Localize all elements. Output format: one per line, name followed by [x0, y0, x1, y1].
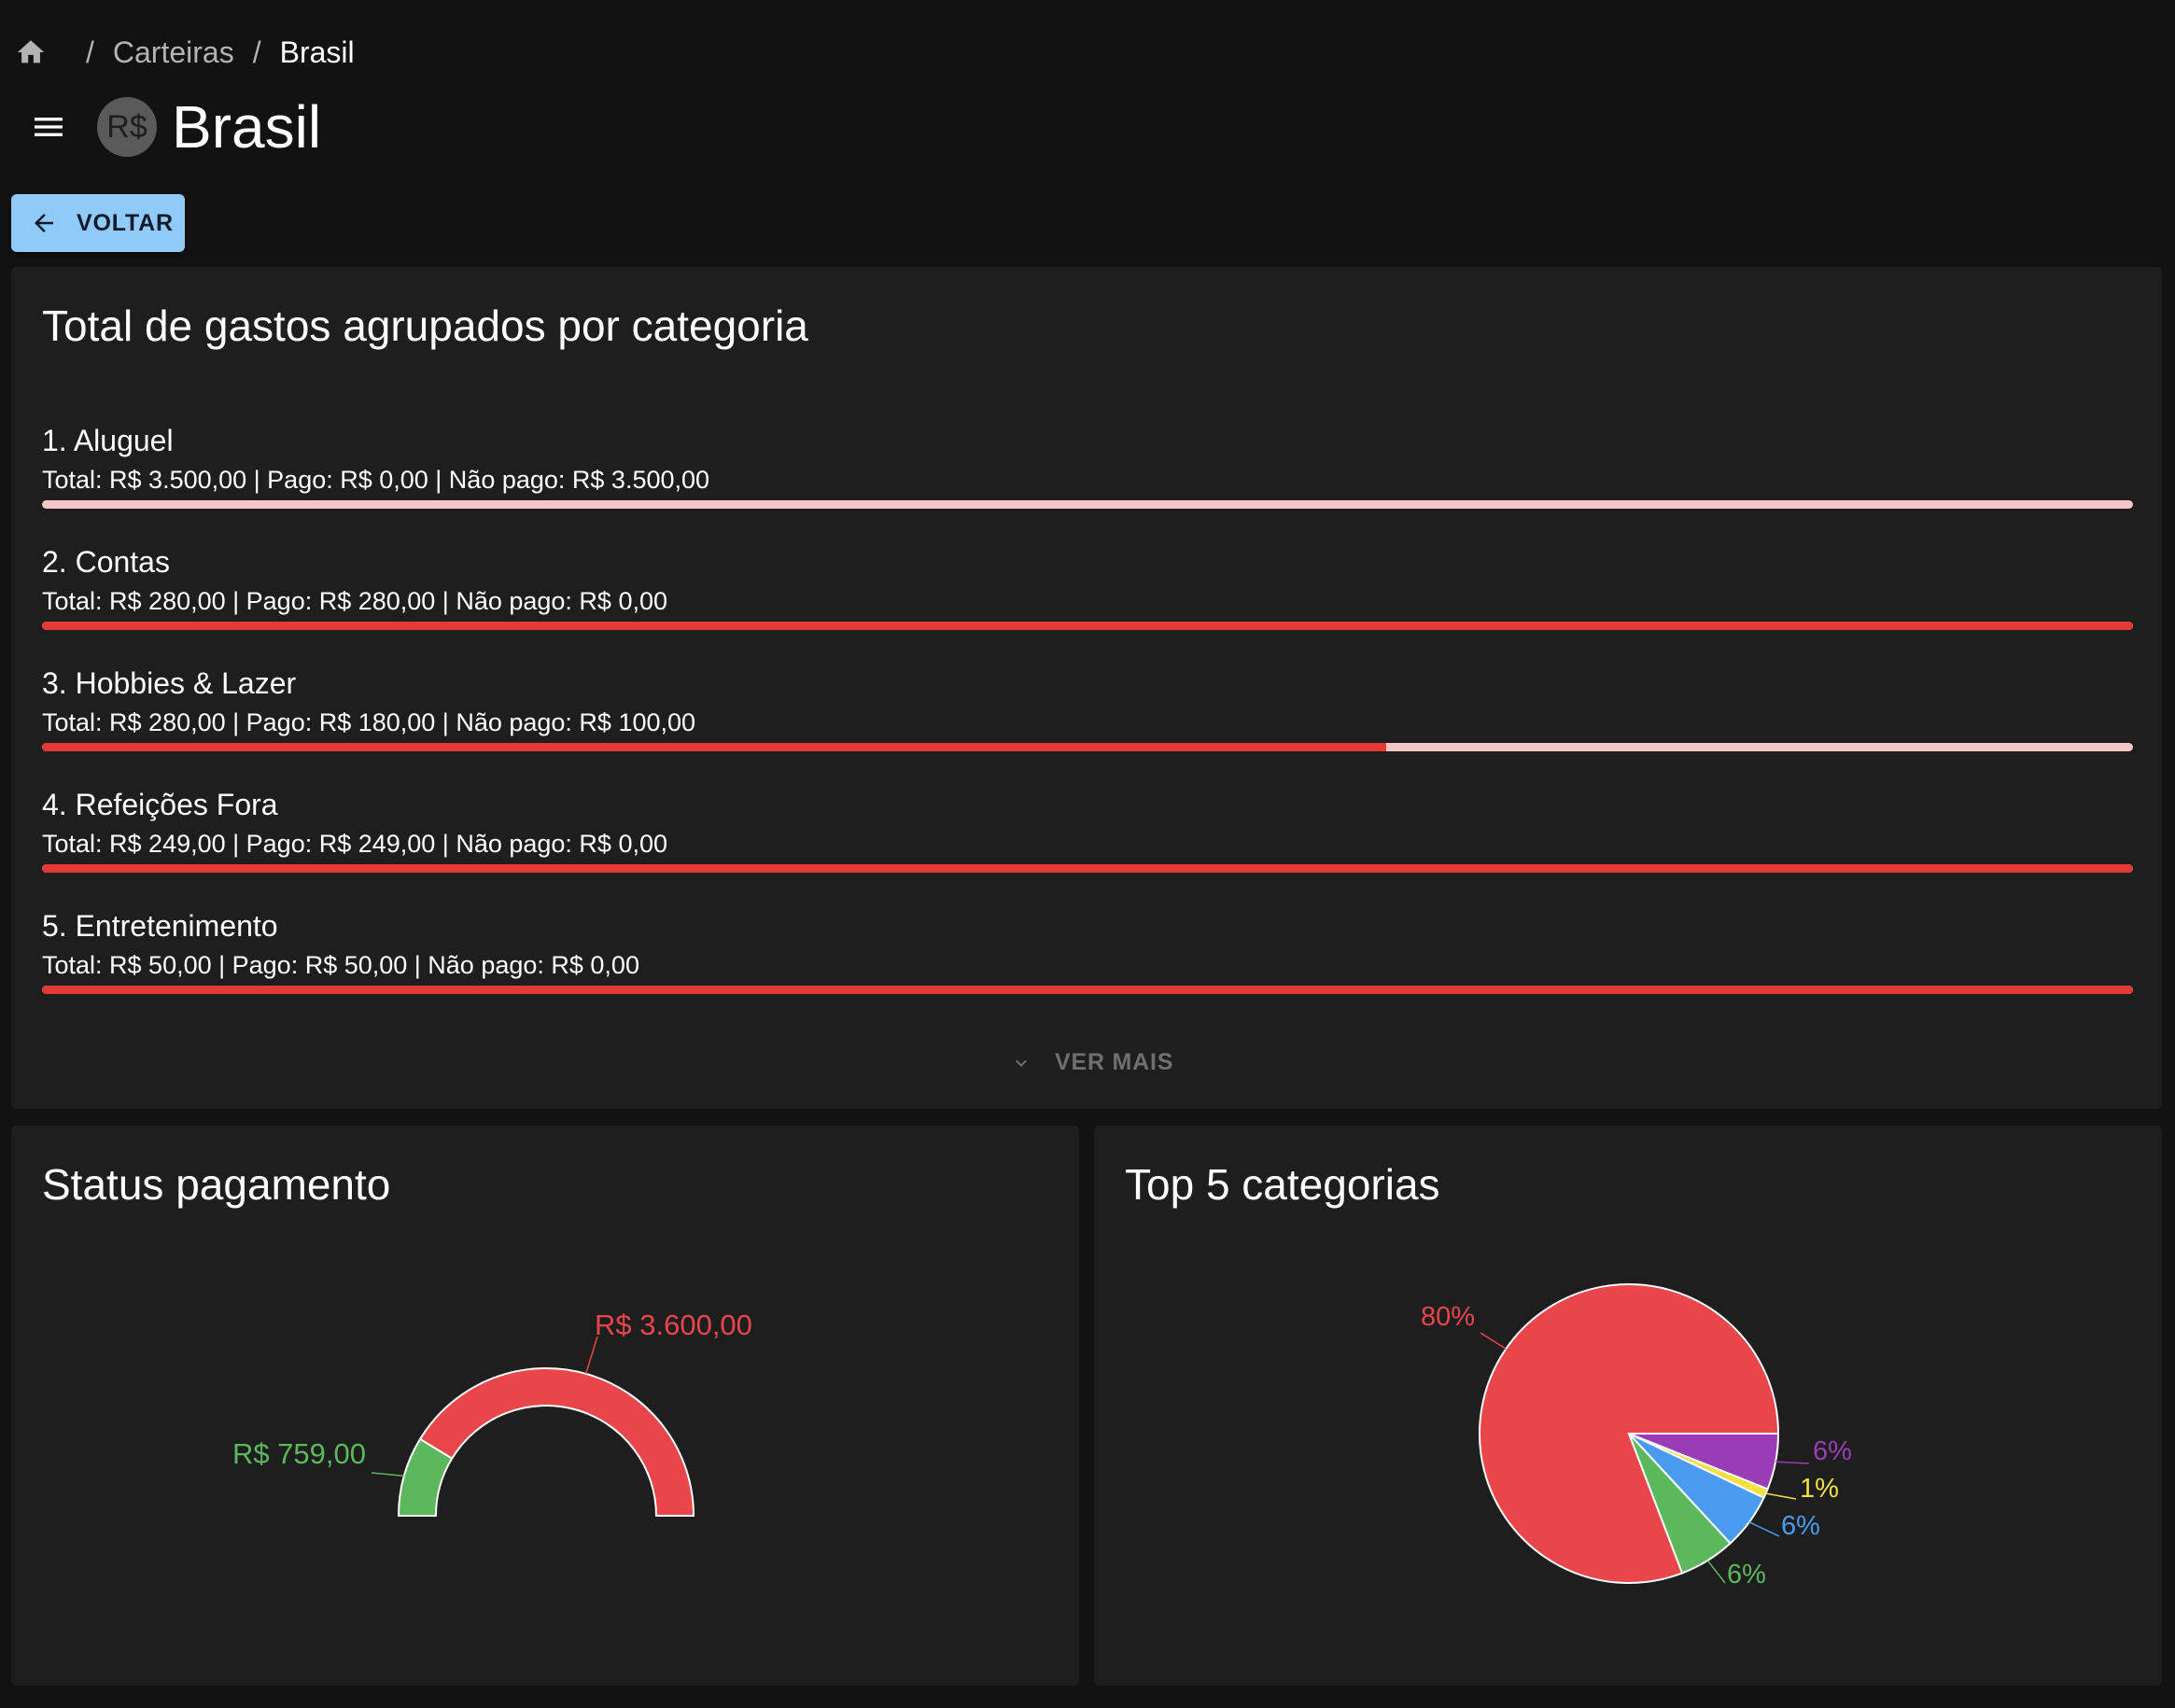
- top5-card: 80% 6% 1% 6% 6% Top 5 categorias: [1094, 1126, 2162, 1686]
- breadcrumb-separator: /: [252, 35, 261, 69]
- top5-label: 80%: [1421, 1302, 1475, 1332]
- category-progress-bar: [42, 986, 2133, 994]
- categories-card: Total de gastos agrupados por categoria …: [11, 267, 2162, 1109]
- arrow-left-icon: [35, 214, 53, 232]
- category-name: 4. Refeições Fora: [42, 788, 278, 821]
- back-button-label: VOLTAR: [77, 209, 174, 236]
- top5-label-line: [1480, 1332, 1507, 1350]
- top5-chart: 80% 6% 1% 6% 6%: [1421, 1283, 1852, 1589]
- breadcrumb-current: Brasil: [279, 35, 355, 69]
- category-detail: Total: R$ 3.500,00 | Pago: R$ 0,00 | Não…: [42, 466, 710, 494]
- home-icon[interactable]: [15, 36, 47, 68]
- top5-label-line: [1748, 1521, 1780, 1537]
- breadcrumb-separator: /: [86, 35, 94, 69]
- category-item: 2. Contas Total: R$ 280,00 | Pago: R$ 28…: [42, 543, 2133, 630]
- menu-icon[interactable]: [28, 106, 69, 147]
- top5-card-title: Top 5 categorias: [1125, 1160, 1440, 1209]
- back-button[interactable]: VOLTAR: [11, 194, 185, 252]
- category-progress-bar: [42, 500, 2133, 509]
- chevron-down-icon: [1016, 1059, 1027, 1067]
- top5-label-line: [1706, 1560, 1726, 1584]
- category-name: 3. Hobbies & Lazer: [42, 666, 297, 700]
- category-detail: Total: R$ 50,00 | Pago: R$ 50,00 | Não p…: [42, 951, 639, 979]
- category-detail: Total: R$ 249,00 | Pago: R$ 249,00 | Não…: [42, 830, 667, 858]
- category-progress-bar: [42, 743, 2133, 751]
- category-name: 1. Aluguel: [42, 424, 174, 457]
- category-item: 1. Aluguel Total: R$ 3.500,00 | Pago: R$…: [42, 422, 2133, 509]
- category-detail: Total: R$ 280,00 | Pago: R$ 180,00 | Não…: [42, 708, 696, 736]
- currency-avatar: R$: [97, 97, 157, 157]
- top5-label-line: [1765, 1492, 1797, 1500]
- category-item: 4. Refeições Fora Total: R$ 249,00 | Pag…: [42, 786, 2133, 873]
- top5-label: 1%: [1800, 1474, 1839, 1504]
- status-label: R$ 759,00: [232, 1437, 366, 1470]
- status-card: R$ 759,00 R$ 3.600,00 Status pagamento: [11, 1126, 1079, 1686]
- status-card-title: Status pagamento: [42, 1160, 391, 1209]
- page-header: R$ Brasil: [28, 93, 321, 161]
- status-label-line: [371, 1472, 404, 1477]
- status-slice[interactable]: [418, 1367, 695, 1517]
- category-detail: Total: R$ 280,00 | Pago: R$ 280,00 | Não…: [42, 587, 667, 615]
- top5-label: 6%: [1781, 1511, 1820, 1541]
- status-label: R$ 3.600,00: [595, 1309, 752, 1341]
- status-label-line: [584, 1336, 598, 1375]
- ver-mais-label: VER MAIS: [1055, 1049, 1174, 1075]
- category-item: 5. Entretenimento Total: R$ 50,00 | Pago…: [42, 907, 2133, 994]
- breadcrumb: / Carteiras / Brasil: [15, 34, 355, 71]
- ver-mais-button[interactable]: VER MAIS: [1010, 1049, 1173, 1076]
- categories-card-title: Total de gastos agrupados por categoria: [42, 301, 808, 350]
- status-chart: R$ 759,00 R$ 3.600,00: [232, 1309, 752, 1517]
- category-name: 5. Entretenimento: [42, 909, 278, 943]
- top5-label: 6%: [1813, 1436, 1852, 1466]
- category-progress-bar: [42, 864, 2133, 873]
- top5-label-line: [1775, 1461, 1810, 1464]
- breadcrumb-link-carteiras[interactable]: Carteiras: [112, 35, 234, 69]
- category-name: 2. Contas: [42, 545, 170, 579]
- page-title: Brasil: [172, 93, 322, 161]
- category-progress-bar: [42, 622, 2133, 630]
- top5-label: 6%: [1727, 1560, 1766, 1589]
- category-item: 3. Hobbies & Lazer Total: R$ 280,00 | Pa…: [42, 665, 2133, 751]
